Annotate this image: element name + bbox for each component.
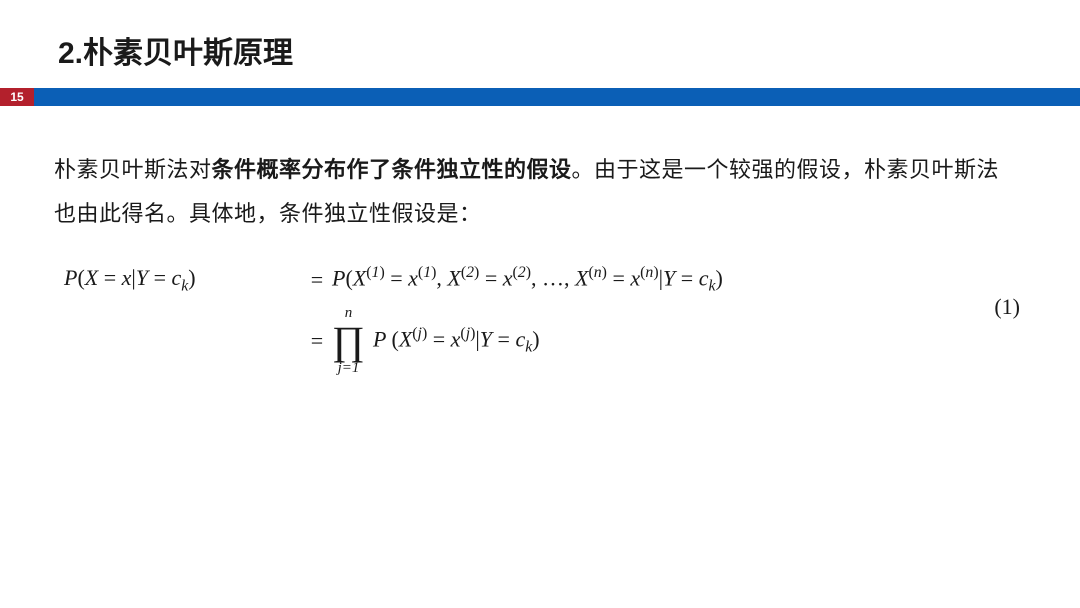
equation-block: P(X = x|Y = ck) = P(X(1) = x(1), X(2) = … — [0, 236, 1080, 376]
product-term: P (X(j) = x(j)|Y = ck) — [373, 325, 540, 357]
product-symbol: n ∏ j=1 — [332, 306, 365, 376]
header-blue-bar — [34, 88, 1080, 106]
equation-rhs-1: P(X(1) = x(1), X(2) = x(2), …, X(n) = x(… — [332, 264, 723, 296]
equation-lhs: P(X = x|Y = ck) — [64, 265, 302, 295]
equation-rhs-2: n ∏ j=1 P (X(j) = x(j)|Y = ck) — [332, 306, 540, 376]
product-pi-icon: ∏ — [332, 323, 365, 359]
product-lower: j=1 — [338, 361, 360, 376]
equation-number: (1) — [994, 294, 1020, 320]
paragraph-bold: 条件概率分布作了条件独立性的假设 — [212, 157, 572, 182]
paragraph-part1: 朴素贝叶斯法对 — [54, 157, 212, 182]
page-number-badge: 15 — [0, 88, 34, 106]
equation-line-2: = n ∏ j=1 P (X(j) = x(j)|Y = ck) — [64, 306, 1016, 376]
equation-line-1: P(X = x|Y = ck) = P(X(1) = x(1), X(2) = … — [64, 264, 1016, 296]
equals-sign: = — [302, 267, 332, 293]
body-paragraph: 朴素贝叶斯法对条件概率分布作了条件独立性的假设。由于这是一个较强的假设，朴素贝叶… — [0, 106, 1080, 236]
slide-title: 2.朴素贝叶斯原理 — [0, 0, 1080, 72]
equals-sign-2: = — [302, 328, 332, 354]
header-bar: 15 — [0, 88, 1080, 106]
